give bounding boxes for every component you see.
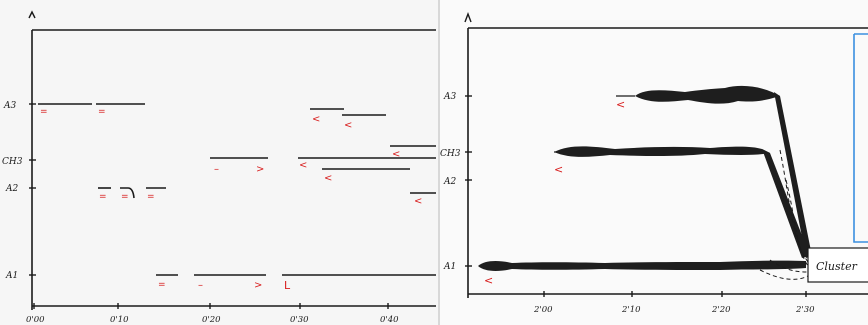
left-label-ch3: CH3 — [2, 157, 23, 167]
right-y-axis-arrow — [464, 12, 472, 23]
right-a1-band — [478, 260, 806, 271]
right-time-3: 2'30 — [795, 305, 815, 315]
left-score-svg: A3 CH3 A2 A1 0'00 0'10 0'20 0'30 0'40 = … — [2, 10, 436, 325]
dyn-cresc-6: < — [414, 196, 422, 207]
right-dyn-a3: < — [616, 98, 625, 111]
right-label-ch3: CH3 — [440, 149, 461, 159]
right-dyn-ch3: < — [554, 163, 563, 176]
right-time-2: 2'20 — [711, 305, 731, 315]
dyn-equal-1: = — [40, 107, 48, 117]
right-label-a2: A2 — [443, 177, 456, 187]
right-ch3-band — [554, 146, 770, 157]
right-score-panel: A3 CH3 A2 A1 2'00 2'10 2'20 2'30 < < — [440, 0, 868, 325]
dyn-minus-2: – — [198, 280, 203, 291]
dyn-cresc-4: < — [299, 160, 307, 171]
right-a3-band — [635, 85, 780, 104]
left-label-a1: A1 — [5, 271, 18, 281]
dyn-decresc-1: > — [256, 164, 264, 175]
cluster-dash-1 — [779, 149, 809, 263]
dyn-cresc-1: < — [312, 114, 320, 125]
dyn-cresc-3: < — [392, 149, 400, 160]
dyn-equal-3: = — [99, 192, 107, 202]
right-dyn-a1: < — [484, 274, 493, 287]
right-label-a1: A1 — [443, 262, 456, 272]
cluster-text: Cluster — [816, 260, 858, 273]
dyn-minus-1: – — [214, 164, 219, 175]
panel-divider — [438, 0, 440, 325]
right-time-0: 2'00 — [533, 305, 553, 315]
right-time-1: 2'10 — [621, 305, 641, 315]
left-score-panel: A3 CH3 A2 A1 0'00 0'10 0'20 0'30 0'40 = … — [2, 10, 436, 325]
left-label-a3: A3 — [3, 101, 16, 111]
cluster-dash-3 — [769, 259, 809, 273]
dyn-decresc-2: > — [254, 280, 262, 291]
right-ch3-fall — [762, 149, 810, 258]
right-a3-fall — [774, 92, 812, 258]
dyn-equal-4: = — [121, 192, 129, 202]
left-time-2: 0'20 — [202, 315, 221, 325]
cluster-box — [807, 247, 868, 283]
left-time-4: 0'40 — [380, 315, 399, 325]
left-time-0: 0'00 — [26, 315, 45, 325]
event-a2-gliss — [120, 187, 135, 199]
left-time-1: 0'10 — [110, 315, 129, 325]
right-label-a3: A3 — [443, 92, 456, 102]
dyn-accent-1: L — [284, 279, 291, 292]
right-score-svg: A3 CH3 A2 A1 2'00 2'10 2'20 2'30 < < — [440, 12, 868, 315]
dyn-equal-5: = — [147, 192, 155, 202]
cluster-dash-4 — [759, 269, 809, 280]
left-label-a2: A2 — [5, 184, 18, 194]
dyn-cresc-5: < — [324, 173, 332, 184]
left-time-3: 0'30 — [290, 315, 309, 325]
dyn-cresc-2: < — [344, 120, 352, 131]
dyn-equal-2: = — [98, 107, 106, 117]
cluster-dash-2 — [785, 179, 809, 267]
left-y-axis-arrow — [28, 10, 36, 19]
blue-frame — [853, 33, 868, 243]
dyn-equal-6: = — [158, 280, 166, 290]
